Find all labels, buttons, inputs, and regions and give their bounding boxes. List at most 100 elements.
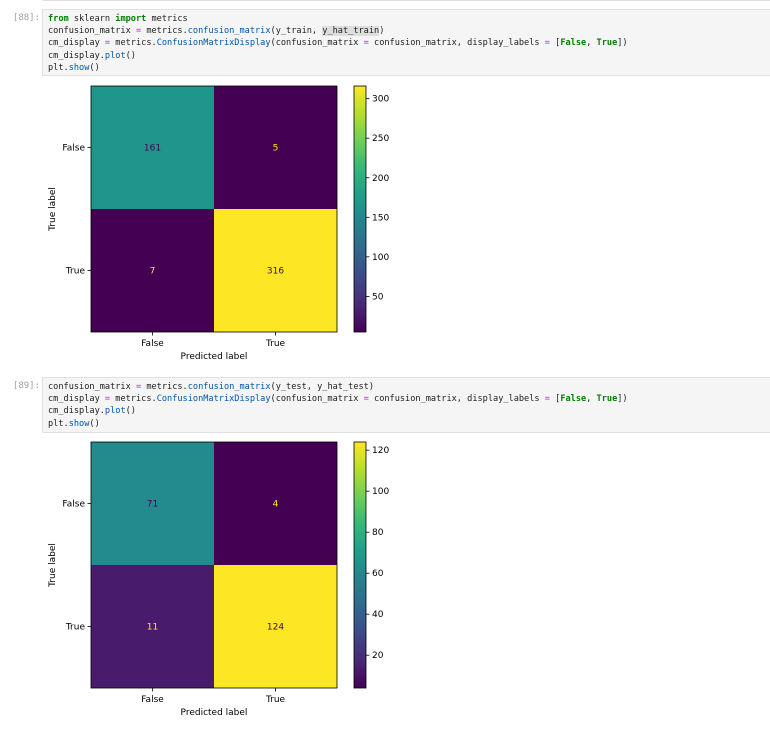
code-block[interactable]: from sklearn import metrics confusion_mat… bbox=[48, 13, 770, 74]
code-token: = bbox=[104, 38, 111, 49]
colorbar-tick-label: 60 bbox=[372, 569, 384, 579]
code-token: (y_test, y_hat_test) bbox=[270, 382, 375, 392]
code-token: , bbox=[586, 38, 597, 49]
code-token: True bbox=[596, 394, 618, 405]
cell-value-label: 161 bbox=[144, 144, 161, 154]
code-token: metrics. bbox=[110, 394, 157, 405]
y-tick-label: True bbox=[65, 623, 86, 633]
code-token: import bbox=[115, 14, 147, 24]
code-token: cm_display bbox=[48, 38, 105, 49]
code-token: y_hat_train bbox=[322, 26, 380, 37]
code-token: metrics. bbox=[141, 382, 188, 392]
code-token: ) bbox=[379, 26, 385, 37]
y-tick-label: False bbox=[62, 500, 85, 510]
code-token: () bbox=[125, 50, 136, 61]
code-token: ]) bbox=[617, 38, 628, 49]
y-tick-label: False bbox=[62, 144, 85, 154]
previous-cell-border bbox=[42, 0, 770, 1]
x-axis-label: Predicted label bbox=[181, 708, 248, 718]
code-token: = bbox=[544, 38, 550, 49]
code-token: sklearn bbox=[68, 14, 116, 24]
y-axis-label: True label bbox=[48, 543, 58, 588]
code-token: = bbox=[363, 394, 369, 405]
code-token: cm_display. bbox=[48, 406, 105, 417]
y-tick-label: True bbox=[65, 267, 86, 277]
matrix-cell bbox=[214, 565, 337, 688]
cell-value-label: 316 bbox=[267, 267, 284, 277]
code-block[interactable]: confusion_matrix = metrics.confusion_mat… bbox=[48, 381, 770, 430]
matrix-cell bbox=[91, 442, 214, 565]
code-line: cm_display.plot() bbox=[48, 405, 770, 417]
code-token: plt. bbox=[48, 418, 69, 429]
cell-output: 161 5 7 316 False True False True Predicted labe… bbox=[42, 80, 402, 372]
x-tick-label: True bbox=[265, 339, 286, 349]
colorbar-tick-label: 250 bbox=[372, 134, 389, 144]
x-tick-label: False bbox=[141, 339, 164, 349]
confusion-matrix-plot: 71 4 11 124 False True False True Predicted labe… bbox=[48, 441, 389, 718]
colorbar-tick-label: 300 bbox=[372, 95, 389, 105]
code-token: confusion_matrix, display_labels bbox=[368, 394, 545, 405]
colorbar bbox=[353, 441, 367, 689]
cell-value-label: 4 bbox=[273, 500, 279, 510]
cell-output: 71 4 11 124 False True False True Predicted labe… bbox=[42, 436, 402, 728]
code-token: True bbox=[596, 38, 618, 49]
matrix-cell bbox=[91, 209, 214, 332]
colorbar-tick-label: 40 bbox=[372, 610, 384, 620]
matrix-cell bbox=[91, 565, 214, 688]
colorbar-tick-label: 120 bbox=[372, 446, 389, 456]
code-token: () bbox=[89, 62, 100, 73]
code-token: (y_train, bbox=[270, 26, 323, 37]
code-token: False bbox=[560, 394, 587, 405]
code-token: False bbox=[560, 38, 587, 49]
code-token: plot bbox=[104, 50, 126, 61]
matrix-cell bbox=[91, 86, 214, 209]
code-token: , bbox=[586, 394, 597, 405]
code-token: ]) bbox=[617, 394, 628, 405]
colorbar bbox=[353, 85, 367, 333]
colorbar-tick-label: 20 bbox=[372, 651, 384, 661]
code-token: confusion_matrix, display_labels bbox=[368, 38, 545, 49]
code-token: from bbox=[48, 14, 69, 24]
code-token: = bbox=[363, 38, 369, 49]
notebook-cell-88[interactable]: [88]: from sklearn import metrics confusi… bbox=[0, 0, 770, 365]
code-token: show bbox=[68, 418, 90, 429]
y-axis-label: True label bbox=[48, 187, 58, 232]
colorbar-tick-label: 200 bbox=[372, 174, 389, 184]
code-token: confusion_matrix bbox=[187, 26, 271, 37]
code-token: plot bbox=[104, 406, 126, 417]
cell-value-label: 124 bbox=[267, 623, 284, 633]
x-axis-label: Predicted label bbox=[181, 352, 248, 362]
code-line: confusion_matrix = metrics.confusion_mat… bbox=[48, 25, 770, 37]
code-token: ConfusionMatrixDisplay bbox=[156, 38, 271, 49]
code-token: (confusion_matrix bbox=[270, 394, 364, 405]
code-token: cm_display. bbox=[48, 50, 105, 61]
code-token: cm_display bbox=[48, 394, 105, 405]
code-token: confusion_matrix bbox=[48, 382, 136, 392]
cell-prompt: [88]: bbox=[12, 13, 40, 23]
code-line: confusion_matrix = metrics.confusion_mat… bbox=[48, 381, 770, 393]
code-token: () bbox=[89, 418, 100, 429]
code-token: plt. bbox=[48, 62, 69, 73]
code-token: confusion_matrix bbox=[187, 382, 271, 392]
code-token: () bbox=[125, 406, 136, 417]
code-input[interactable]: confusion_matrix = metrics.confusion_mat… bbox=[42, 377, 770, 433]
cell-prompt: [89]: bbox=[12, 381, 40, 391]
matrix-cell bbox=[214, 209, 337, 332]
code-token: = bbox=[135, 26, 142, 37]
code-token: ConfusionMatrixDisplay bbox=[156, 394, 271, 405]
code-token: [ bbox=[549, 394, 561, 405]
confusion-matrix-plot: 161 5 7 316 False True False True Predicted labe… bbox=[48, 85, 389, 362]
x-tick-label: True bbox=[265, 695, 286, 705]
x-tick-label: False bbox=[141, 695, 164, 705]
code-token: (confusion_matrix bbox=[270, 38, 364, 49]
code-input[interactable]: from sklearn import metrics confusion_mat… bbox=[42, 9, 770, 76]
code-token: show bbox=[68, 62, 90, 73]
code-token: metrics bbox=[146, 14, 188, 24]
colorbar-tick-label: 100 bbox=[372, 487, 389, 497]
code-token: confusion_matrix bbox=[48, 26, 136, 37]
colorbar-tick-label: 100 bbox=[372, 253, 389, 263]
matrix-frame bbox=[90, 441, 338, 689]
code-line: cm_display.plot() bbox=[48, 50, 770, 62]
code-line: plt.show() bbox=[48, 418, 770, 430]
